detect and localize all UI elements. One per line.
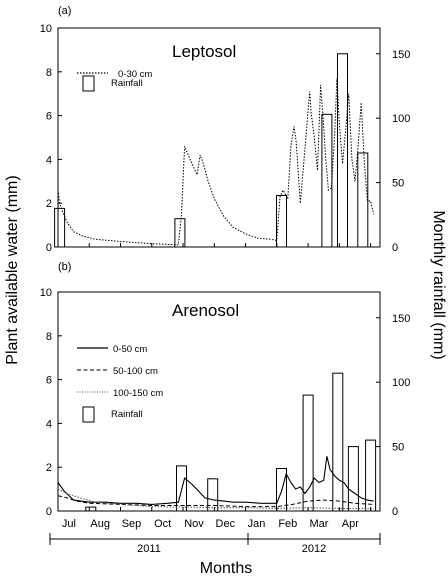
rainfall-bar [357, 152, 369, 248]
rainfall-bar [276, 468, 287, 512]
y-tick-label: 6 [46, 111, 52, 123]
y-tick-label: 4 [46, 418, 52, 430]
y-tick-label: 8 [46, 67, 52, 79]
legend-b-rainfall-box [82, 406, 95, 423]
legend-b-label-50-100: 50-100 cm [113, 366, 158, 377]
x-tick-label: Mar [310, 518, 329, 530]
y2-tick-label: 0 [392, 242, 398, 254]
panel-a-left-axis: 0 2 4 6 8 10 [40, 23, 372, 254]
series-line-0-30cm [57, 78, 375, 246]
y2-tick-label: 150 [392, 313, 410, 325]
panel-b-right-axis: 0 50 100 150 [376, 313, 410, 518]
y-tick-label: 8 [46, 331, 52, 343]
x-tick-label: Dec [216, 518, 236, 530]
year-label-2011: 2011 [137, 543, 161, 555]
y2-tick-label: 100 [392, 377, 410, 389]
y-tick-label: 4 [46, 154, 52, 166]
y-tick-label: 6 [46, 375, 52, 387]
x-axis-title: Months [200, 560, 252, 577]
rainfall-bar [332, 372, 344, 512]
rainfall-bar [176, 465, 187, 512]
y-tick-label: 10 [40, 23, 52, 35]
y2-tick-label: 100 [392, 113, 410, 125]
y2-tick-label: 50 [392, 442, 404, 454]
rainfall-bar [174, 218, 186, 248]
legend-b-label-rainfall: Rainfall [111, 409, 143, 420]
x-tick-label: Apr [342, 518, 359, 530]
y-axis-title-right: Monthly rainfall (mm) [430, 210, 447, 359]
y-tick-label: 0 [46, 506, 52, 518]
y-tick-label: 2 [46, 198, 52, 210]
rainfall-bar [207, 478, 219, 512]
panel-b-bars [85, 372, 377, 512]
panel-a-legend: 0-30 cm Rainfall [77, 69, 152, 92]
y-tick-label: 2 [46, 462, 52, 474]
rainfall-bar [347, 446, 359, 512]
y-axis-title-left: Plant available water (mm) [4, 175, 21, 364]
year-timeline: 2011 2012 [49, 533, 381, 555]
panel-b: (b) Arenosol 0 2 4 6 8 10 0 50 100 150 0-50 cm 5… [40, 261, 411, 530]
panel-a-frame [57, 27, 381, 248]
series-line-0-50cm [57, 456, 374, 505]
panel-a-label: (a) [58, 5, 71, 17]
y-tick-label: 0 [46, 242, 52, 254]
panel-b-title: Arenosol [172, 301, 239, 320]
legend-a-label-0-30: 0-30 cm [118, 69, 152, 80]
x-axis: Jul Aug Sep Oct Nov Dec Jan Feb Mar Apr [62, 518, 359, 530]
x-tick-label: Feb [278, 518, 297, 530]
legend-b-label-100-150: 100-150 cm [113, 388, 163, 399]
panel-b-legend: 0-50 cm 50-100 cm 100-150 cm Rainfall [77, 344, 163, 423]
panel-a-right-axis: 0 50 100 150 [376, 49, 410, 254]
rainfall-bar [276, 195, 287, 248]
legend-a-label-rainfall: Rainfall [111, 78, 143, 89]
x-tick-label: Nov [184, 518, 204, 530]
panel-a-bars [54, 53, 369, 248]
x-tick-label: Sep [122, 518, 142, 530]
panel-a-title: Leptosol [172, 42, 236, 61]
x-tick-label: Oct [154, 518, 171, 530]
series-line-50-100cm [57, 495, 374, 508]
panel-a: (a) Leptosol 0 2 4 6 8 10 0 50 100 150 0-30 cm R… [40, 5, 411, 254]
y2-tick-label: 0 [392, 506, 398, 518]
y2-tick-label: 150 [392, 49, 410, 61]
panel-b-frame [57, 291, 381, 512]
x-tick-label: Aug [90, 518, 110, 530]
panel-b-lines [57, 456, 374, 510]
year-label-2012: 2012 [302, 543, 326, 555]
y2-tick-label: 50 [392, 178, 404, 190]
panel-b-left-axis: 0 2 4 6 8 10 [40, 287, 372, 518]
x-tick-label: Jul [62, 518, 76, 530]
rainfall-bar [337, 53, 348, 248]
panel-a-lines [57, 78, 375, 246]
y-tick-label: 10 [40, 287, 52, 299]
x-tick-label: Jan [248, 518, 266, 530]
panel-b-label: (b) [58, 261, 71, 273]
rainfall-bar [321, 113, 333, 248]
legend-b-label-0-50: 0-50 cm [113, 344, 147, 355]
legend-a-rainfall-box [82, 75, 95, 92]
rainfall-bar [85, 506, 97, 512]
